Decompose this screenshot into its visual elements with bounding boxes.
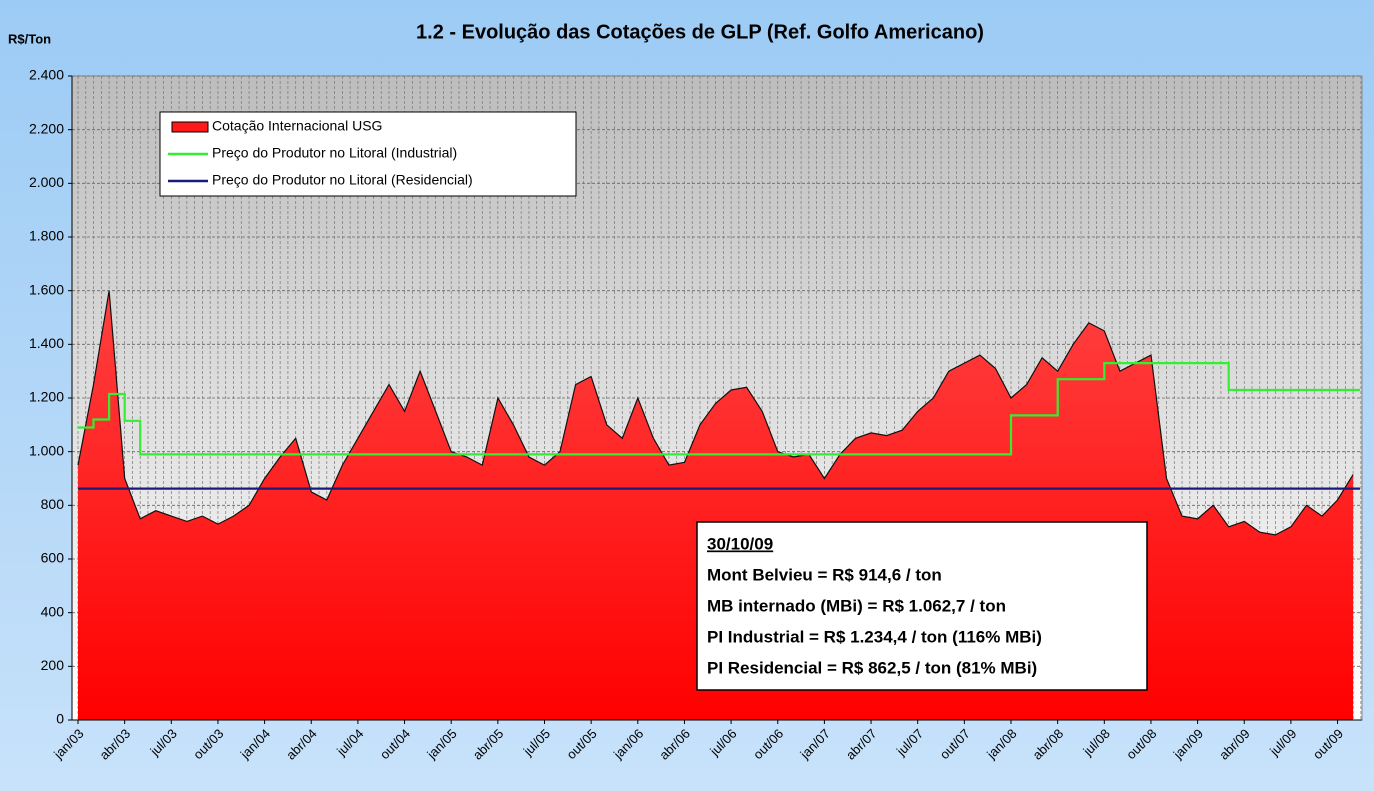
y-tick-label: 1.600 xyxy=(29,281,64,297)
legend-label: Cotação Internacional USG xyxy=(212,118,382,134)
y-tick-label: 800 xyxy=(41,496,65,512)
legend-label: Preço do Produtor no Litoral (Industrial… xyxy=(212,145,457,161)
annotation-text: PI Residencial = R$ 862,5 / ton (81% MBi… xyxy=(707,658,1037,677)
y-tick-label: 1.400 xyxy=(29,335,64,351)
annotation-text: MB internado (MBi) = R$ 1.062,7 / ton xyxy=(707,596,1006,615)
y-tick-label: 400 xyxy=(41,603,65,619)
legend-label: Preço do Produtor no Litoral (Residencia… xyxy=(212,172,473,188)
annotation-text: PI Industrial = R$ 1.234,4 / ton (116% M… xyxy=(707,627,1042,646)
y-axis-label: R$/Ton xyxy=(8,31,51,46)
y-tick-label: 200 xyxy=(41,657,65,673)
y-tick-label: 2.200 xyxy=(29,120,64,136)
y-tick-label: 1.000 xyxy=(29,442,64,458)
y-tick-label: 0 xyxy=(56,711,64,727)
chart-title: 1.2 - Evolução das Cotações de GLP (Ref.… xyxy=(416,21,984,43)
y-tick-label: 600 xyxy=(41,550,65,566)
annotation-text: 30/10/09 xyxy=(707,534,773,553)
y-tick-label: 1.200 xyxy=(29,389,64,405)
y-tick-label: 2.000 xyxy=(29,174,64,190)
step-line xyxy=(78,362,1360,456)
y-tick-label: 2.400 xyxy=(29,67,64,83)
annotation-text: Mont Belvieu = R$ 914,6 / ton xyxy=(707,565,942,584)
area-line xyxy=(77,290,1354,536)
legend-swatch xyxy=(171,121,209,133)
legend-box xyxy=(159,111,577,197)
annotation-box xyxy=(696,521,1148,691)
y-tick-label: 1.800 xyxy=(29,228,64,244)
